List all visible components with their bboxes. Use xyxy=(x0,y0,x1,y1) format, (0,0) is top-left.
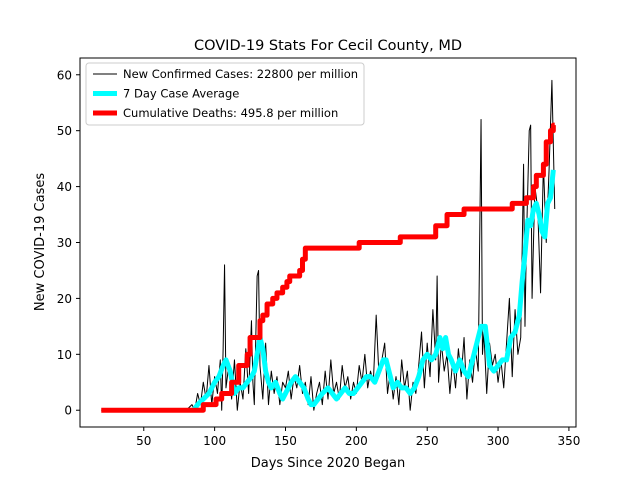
series-layer xyxy=(101,79,556,413)
y-tick-label: 0 xyxy=(64,404,72,418)
x-tick-label: 150 xyxy=(274,434,297,448)
series-line-0 xyxy=(101,79,556,411)
legend-label-2: Cumulative Deaths: 495.8 per million xyxy=(123,106,338,120)
y-axis-label: New COVID-19 Cases xyxy=(33,173,48,311)
x-axis-label: Days Since 2020 Began xyxy=(251,456,406,471)
y-tick-label: 10 xyxy=(57,348,72,362)
x-tick-label: 350 xyxy=(557,434,580,448)
chart-title: COVID-19 Stats For Cecil County, MD xyxy=(194,38,462,54)
legend: New Confirmed Cases: 22800 per million 7 … xyxy=(85,62,365,126)
y-tick-label: 30 xyxy=(57,236,72,250)
series-line-1 xyxy=(191,169,556,412)
x-tick-label: 200 xyxy=(345,434,368,448)
x-tick-label: 300 xyxy=(487,434,510,448)
series-line-2 xyxy=(101,122,556,413)
y-tick-label: 50 xyxy=(57,124,72,138)
legend-label-0: New Confirmed Cases: 22800 per million xyxy=(123,67,358,81)
x-axis: 50 100 150 200 250 300 350 xyxy=(136,427,580,448)
legend-label-1: 7 Day Case Average xyxy=(123,87,239,101)
x-tick-label: 50 xyxy=(136,434,151,448)
x-tick-label: 100 xyxy=(203,434,226,448)
legend-box xyxy=(85,62,365,126)
y-tick-label: 60 xyxy=(57,68,72,82)
y-axis: 0 10 20 30 40 50 60 xyxy=(57,68,80,418)
x-tick-label: 250 xyxy=(416,434,439,448)
y-tick-label: 20 xyxy=(57,292,72,306)
y-tick-label: 40 xyxy=(57,180,72,194)
